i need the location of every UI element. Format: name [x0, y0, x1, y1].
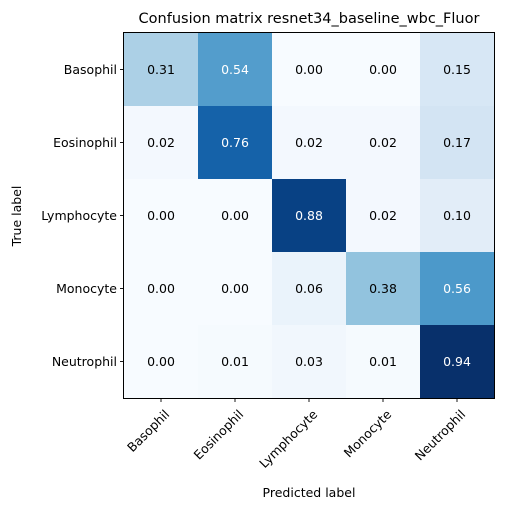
cell-value-label: 0.02 [369, 208, 397, 223]
heatmap-cells [124, 33, 495, 399]
heatmap-cell [198, 106, 273, 180]
cell-value-label: 0.00 [295, 62, 323, 77]
heatmap-cell [198, 179, 273, 253]
cell-value-label: 0.02 [369, 135, 397, 150]
cell-value-label: 0.00 [369, 62, 397, 77]
cell-value-label: 0.15 [443, 62, 471, 77]
y-axis-ticks: Basophil Eosinophil Lymphocyte Monocyte Neut… [41, 62, 124, 369]
heatmap-cell [124, 106, 199, 180]
heatmap-cell [198, 325, 273, 399]
x-tick-label: Neutrophil [412, 407, 469, 464]
cell-value-label: 0.31 [147, 62, 175, 77]
cell-value-label: 0.03 [295, 354, 323, 369]
heatmap-cell [272, 252, 347, 326]
y-tick-label: Monocyte [56, 281, 117, 296]
cell-value-label: 0.17 [443, 135, 471, 150]
heatmap-cell [420, 106, 495, 180]
heatmap-cell [346, 252, 421, 326]
heatmap-cell [346, 179, 421, 253]
chart-title: Confusion matrix resnet34_baseline_wbc_F… [139, 11, 480, 27]
heatmap-cell [272, 179, 347, 253]
cell-value-label: 0.01 [369, 354, 397, 369]
x-tick-label: Basophil [124, 407, 172, 455]
x-tick-label: Eosinophil [191, 407, 247, 463]
cell-value-label: 0.00 [221, 208, 249, 223]
y-tick-label: Neutrophil [52, 354, 117, 369]
heatmap-cell [124, 33, 199, 107]
heatmap-cell [272, 33, 347, 107]
heatmap-cell [420, 252, 495, 326]
cell-value-label: 0.00 [147, 281, 175, 296]
heatmap-cell [198, 33, 273, 107]
heatmap-cell [420, 325, 495, 399]
heatmap-cell [272, 325, 347, 399]
cell-value-label: 0.00 [147, 208, 175, 223]
cell-value-label: 0.10 [443, 208, 471, 223]
x-axis-label: Predicted label [263, 485, 356, 500]
heatmap-cell [346, 106, 421, 180]
cell-value-label: 0.00 [147, 354, 175, 369]
x-tick-label: Lymphocyte [256, 406, 320, 470]
cell-value-label: 0.02 [147, 135, 175, 150]
cell-value-label: 0.56 [443, 281, 471, 296]
heatmap-cell [420, 33, 495, 107]
x-axis-ticks: Basophil Eosinophil Lymphocyte Monocyte Neut… [124, 398, 468, 471]
heatmap-cell [198, 252, 273, 326]
y-tick-label: Basophil [64, 62, 117, 77]
cell-value-label: 0.02 [295, 135, 323, 150]
heatmap-cell [124, 325, 199, 399]
y-tick-label: Lymphocyte [41, 208, 117, 223]
cell-value-label: 0.94 [443, 354, 471, 369]
heatmap-cell [346, 325, 421, 399]
cell-value-label: 0.00 [221, 281, 249, 296]
heatmap-cell [420, 179, 495, 253]
y-axis-label: True label [9, 186, 24, 248]
heatmap-value-labels: 0.31 0.54 0.00 0.00 0.15 0.02 0.76 0.02 0.02 0.17… [147, 62, 471, 369]
cell-value-label: 0.76 [221, 135, 249, 150]
cell-value-label: 0.01 [221, 354, 249, 369]
heatmap-cell [346, 33, 421, 107]
x-tick-label: Monocyte [341, 406, 395, 460]
cell-value-label: 0.06 [295, 281, 323, 296]
cell-value-label: 0.54 [221, 62, 249, 77]
cell-value-label: 0.38 [369, 281, 397, 296]
heatmap-cell [124, 252, 199, 326]
heatmap-cell [272, 106, 347, 180]
heatmap-cell [124, 179, 199, 253]
cell-value-label: 0.88 [295, 208, 323, 223]
y-tick-label: Eosinophil [53, 135, 117, 150]
